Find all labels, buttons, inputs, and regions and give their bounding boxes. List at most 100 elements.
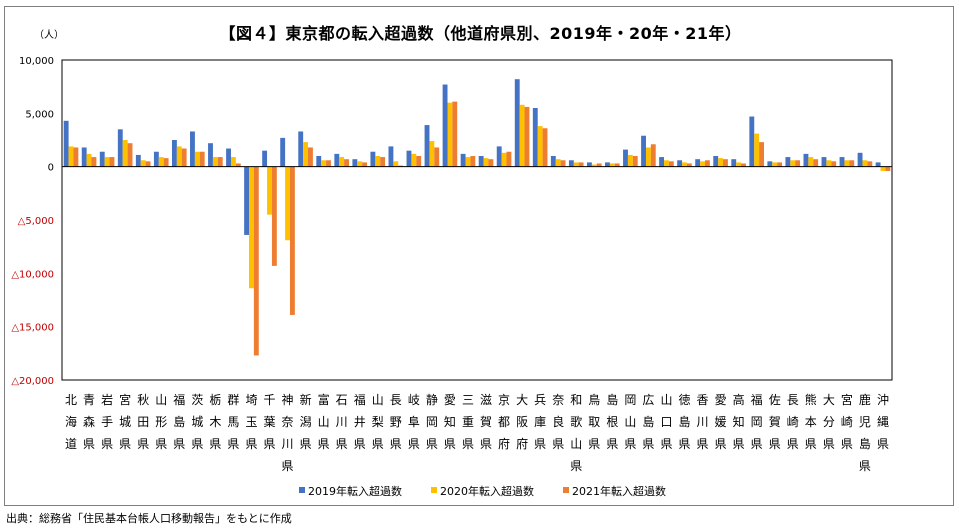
bar — [826, 160, 832, 167]
bar — [249, 166, 254, 289]
y-unit-label: （人） — [34, 30, 64, 41]
y-tick-label: △20,000 — [11, 376, 54, 387]
y-tick-label: 10,000 — [19, 56, 54, 67]
bar — [344, 159, 349, 167]
bar — [632, 156, 638, 167]
bar — [578, 162, 584, 167]
legend-label: 2020年転入超過数 — [440, 484, 534, 498]
x-category-label: 宮城県 — [119, 392, 131, 451]
x-category-label: 香川県 — [697, 393, 709, 451]
x-category-label: 三重県 — [462, 393, 474, 451]
bar — [483, 158, 489, 167]
bar — [217, 157, 223, 167]
chart-frame — [4, 6, 954, 506]
bar — [790, 160, 796, 167]
bar — [140, 160, 146, 167]
bar — [86, 153, 92, 167]
bar — [73, 147, 79, 167]
bar — [700, 161, 705, 167]
x-category-label: 山形県 — [155, 393, 167, 451]
bar — [759, 142, 764, 167]
x-category-label: 愛媛県 — [715, 393, 727, 451]
bar — [285, 166, 290, 241]
bar — [104, 157, 110, 167]
x-category-label: 長野県 — [390, 393, 402, 451]
bar — [326, 160, 331, 167]
bar — [303, 142, 309, 167]
bar — [857, 152, 863, 167]
bar — [262, 150, 268, 167]
bar — [267, 166, 272, 215]
bar — [668, 161, 674, 167]
x-category-label: 滋賀県 — [480, 393, 492, 451]
bar — [109, 157, 115, 167]
x-category-label: 京都府 — [498, 393, 510, 451]
x-category-label: 埼玉県 — [245, 393, 257, 451]
bar — [117, 129, 123, 167]
bar — [171, 140, 177, 167]
x-category-label: 福島県 — [173, 392, 185, 451]
bar — [334, 153, 340, 167]
bar — [506, 151, 512, 167]
source-note: 出典：総務省「住民基本台帳人口移動報告」をもとに作成 — [6, 512, 292, 525]
bar — [813, 159, 819, 167]
bar — [605, 162, 610, 167]
bar — [393, 161, 399, 167]
bar — [641, 135, 646, 167]
bar — [416, 156, 422, 167]
bar — [352, 159, 358, 167]
bar — [741, 163, 746, 167]
plot-area — [61, 59, 893, 381]
bar — [99, 151, 105, 167]
bar — [470, 156, 476, 167]
x-category-label: 岡山県 — [624, 393, 636, 451]
bar — [803, 153, 809, 167]
bar — [424, 125, 430, 167]
x-category-label: 千葉県 — [263, 393, 275, 451]
bar — [63, 120, 69, 167]
bar — [875, 162, 881, 167]
bar — [135, 154, 141, 167]
bar — [447, 102, 453, 167]
x-category-label: 大分県 — [823, 393, 835, 451]
bar — [713, 156, 719, 167]
y-tick-label: △15,000 — [11, 323, 54, 334]
bar — [289, 166, 295, 315]
x-category-label: 秋田県 — [137, 393, 149, 451]
bar — [339, 157, 345, 167]
x-category-label: 広島県 — [642, 393, 654, 451]
bar — [362, 162, 368, 167]
bar — [199, 151, 205, 167]
x-category-label: 沖縄県 — [877, 393, 889, 451]
y-tick-label: 5,000 — [25, 109, 54, 120]
legend-swatch — [563, 487, 569, 493]
bar — [434, 147, 440, 167]
bar — [271, 166, 277, 266]
bar — [122, 140, 128, 167]
bar — [537, 126, 543, 167]
bar — [68, 146, 74, 167]
bar — [623, 149, 628, 167]
bar — [609, 163, 615, 167]
bar — [844, 160, 850, 167]
bar — [429, 141, 435, 167]
bar — [885, 166, 891, 171]
bar — [555, 159, 561, 167]
legend-label: 2019年転入超過数 — [308, 484, 402, 498]
bar — [298, 131, 304, 167]
bar — [406, 150, 412, 167]
bar — [244, 166, 250, 235]
x-category-label: 宮崎県 — [841, 392, 853, 451]
x-category-label: 石川県 — [336, 393, 348, 451]
y-tick-label: △10,000 — [11, 269, 54, 280]
bar — [831, 161, 837, 167]
legend-swatch — [299, 487, 305, 493]
bar — [777, 162, 783, 167]
bar — [501, 152, 507, 167]
x-category-label: 富山県 — [318, 392, 330, 451]
bar — [230, 157, 236, 167]
x-category-label: 徳島県 — [678, 392, 690, 451]
x-category-label: 静岡県 — [426, 393, 438, 451]
bar — [785, 157, 791, 167]
x-category-label: 奈良県 — [552, 393, 564, 451]
